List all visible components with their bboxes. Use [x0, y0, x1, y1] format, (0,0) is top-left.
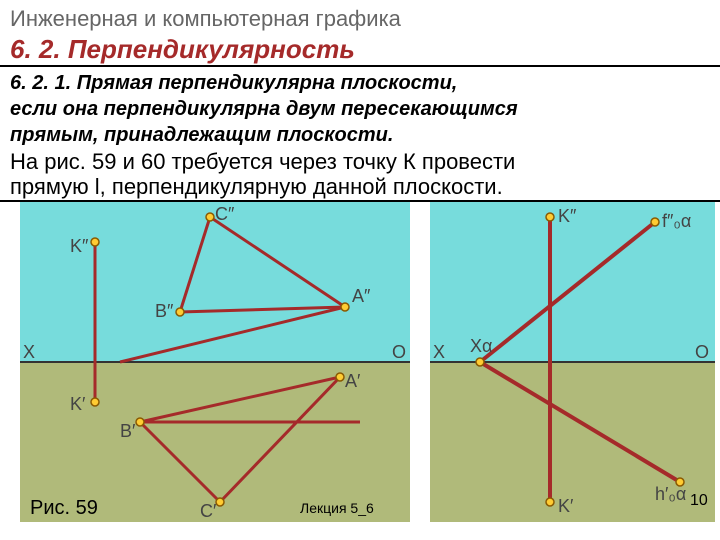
- svg-text:K″: K″: [70, 236, 89, 256]
- section-title: 6. 2. Перпендикулярность: [0, 34, 720, 67]
- svg-text:C″: C″: [215, 204, 235, 224]
- svg-text:O: O: [392, 342, 406, 362]
- svg-text:h′₀α: h′₀α: [655, 484, 686, 504]
- svg-text:A′: A′: [345, 371, 361, 391]
- svg-text:K′: K′: [558, 496, 574, 516]
- svg-text:C′: C′: [200, 501, 217, 521]
- lecture-label: Лекция 5_6: [300, 500, 374, 516]
- subsection-line-1: 6. 2. 1. Прямая перпендикулярна плоскост…: [0, 69, 720, 95]
- body-line-2: прямую l, перпендикулярную данной плоско…: [10, 174, 503, 199]
- svg-text:B′: B′: [120, 421, 136, 441]
- svg-text:X: X: [433, 342, 445, 362]
- course-header: Инженерная и компьютерная графика: [0, 0, 720, 34]
- svg-text:O: O: [695, 342, 709, 362]
- svg-text:A″: A″: [352, 286, 371, 306]
- subsection-line-2: если она перпендикулярна двум пересекающ…: [0, 95, 720, 121]
- page-number: 10: [690, 492, 708, 510]
- figures-area: C″ K″ B″ A″ X O K′ B′ A′ C′: [0, 202, 720, 522]
- svg-text:B″: B″: [155, 301, 174, 321]
- body-text: На рис. 59 и 60 требуется через точку К …: [0, 147, 720, 202]
- svg-text:K′: K′: [70, 394, 86, 414]
- svg-text:Xα: Xα: [470, 336, 492, 356]
- svg-text:f″₀α: f″₀α: [662, 211, 691, 231]
- svg-text:X: X: [23, 342, 35, 362]
- figure-60: K″ f″₀α X Xα O K′ h′₀α: [430, 202, 715, 522]
- subsection-line-3: прямым, принадлежащим плоскости.: [0, 121, 720, 147]
- figure-59-caption: Рис. 59: [30, 497, 98, 520]
- svg-text:K″: K″: [558, 206, 577, 226]
- figure-59: C″ K″ B″ A″ X O K′ B′ A′ C′: [20, 202, 410, 522]
